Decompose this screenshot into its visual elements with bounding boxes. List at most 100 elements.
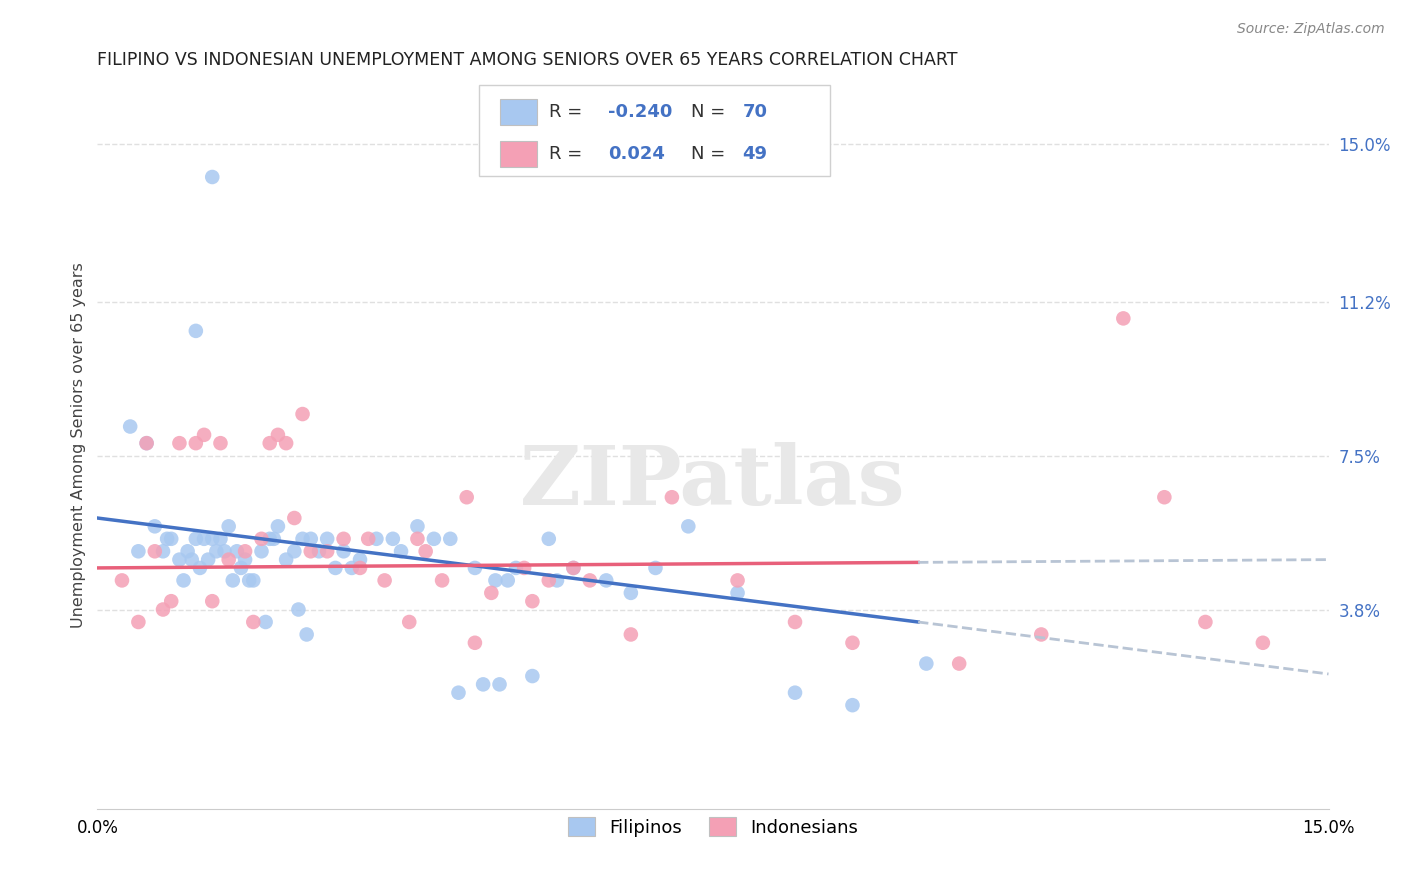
Point — [263, 532, 285, 546]
Point — [915, 657, 938, 671]
Point — [276, 552, 298, 566]
Point — [127, 544, 149, 558]
Point — [1031, 627, 1053, 641]
Point — [295, 627, 318, 641]
Point — [111, 574, 134, 588]
Text: 70: 70 — [742, 103, 768, 121]
Point — [218, 519, 240, 533]
Point — [276, 436, 298, 450]
Point — [841, 636, 863, 650]
Point — [299, 544, 322, 558]
Point — [505, 561, 527, 575]
Point — [579, 574, 602, 588]
Point — [537, 532, 560, 546]
Text: Source: ZipAtlas.com: Source: ZipAtlas.com — [1237, 22, 1385, 37]
Point — [332, 532, 354, 546]
Point — [254, 615, 277, 629]
Text: FILIPINO VS INDONESIAN UNEMPLOYMENT AMONG SENIORS OVER 65 YEARS CORRELATION CHAR: FILIPINO VS INDONESIAN UNEMPLOYMENT AMON… — [97, 51, 957, 69]
Point — [620, 586, 643, 600]
Text: N =: N = — [690, 103, 731, 121]
FancyBboxPatch shape — [479, 85, 830, 176]
Text: -0.240: -0.240 — [609, 103, 672, 121]
Point — [238, 574, 260, 588]
Point — [357, 532, 380, 546]
Point — [423, 532, 446, 546]
Point — [184, 324, 207, 338]
Point — [479, 586, 502, 600]
Point — [464, 636, 486, 650]
Point — [299, 532, 322, 546]
Point — [381, 532, 404, 546]
Point — [783, 615, 806, 629]
Point — [562, 561, 585, 575]
Point — [1251, 636, 1274, 650]
Point — [644, 561, 666, 575]
Point — [513, 561, 536, 575]
Point — [160, 532, 183, 546]
Point — [678, 519, 700, 533]
Point — [316, 544, 339, 558]
Point — [366, 532, 388, 546]
Point — [184, 532, 207, 546]
Point — [841, 698, 863, 713]
Point — [783, 686, 806, 700]
Point — [727, 574, 749, 588]
Point — [389, 544, 412, 558]
Text: R =: R = — [550, 103, 588, 121]
Point — [430, 574, 453, 588]
Point — [948, 657, 970, 671]
Point — [205, 544, 228, 558]
Point — [464, 561, 486, 575]
Point — [374, 574, 396, 588]
Point — [283, 511, 305, 525]
Point — [398, 615, 420, 629]
Point — [152, 602, 174, 616]
Point — [522, 669, 544, 683]
Point — [1112, 311, 1135, 326]
Point — [522, 594, 544, 608]
Point — [218, 552, 240, 566]
Point — [537, 574, 560, 588]
Point — [250, 544, 273, 558]
Point — [472, 677, 495, 691]
Point — [156, 532, 179, 546]
Point — [406, 519, 429, 533]
Point — [209, 436, 232, 450]
Point — [127, 615, 149, 629]
Point — [214, 544, 236, 558]
Point — [349, 552, 371, 566]
Text: R =: R = — [550, 145, 593, 163]
Point — [242, 574, 264, 588]
Point — [250, 532, 273, 546]
Point — [233, 552, 256, 566]
Point — [595, 574, 617, 588]
Point — [727, 586, 749, 600]
Point — [225, 544, 247, 558]
Point — [332, 544, 354, 558]
Point — [169, 552, 191, 566]
Point — [188, 561, 211, 575]
Point — [562, 561, 585, 575]
Point — [120, 419, 142, 434]
Point — [143, 519, 166, 533]
Point — [152, 544, 174, 558]
Point — [193, 532, 215, 546]
Point — [496, 574, 519, 588]
Point — [661, 490, 683, 504]
Point — [325, 561, 347, 575]
Point — [259, 532, 281, 546]
Point — [447, 686, 470, 700]
Point — [291, 407, 314, 421]
Y-axis label: Unemployment Among Seniors over 65 years: Unemployment Among Seniors over 65 years — [72, 262, 86, 628]
Point — [456, 490, 478, 504]
Point — [184, 436, 207, 450]
Point — [291, 532, 314, 546]
Point — [201, 532, 224, 546]
Point — [620, 627, 643, 641]
Point — [267, 519, 290, 533]
Point — [267, 427, 290, 442]
Point — [259, 436, 281, 450]
Point — [242, 615, 264, 629]
Point — [180, 552, 202, 566]
Point — [415, 544, 437, 558]
